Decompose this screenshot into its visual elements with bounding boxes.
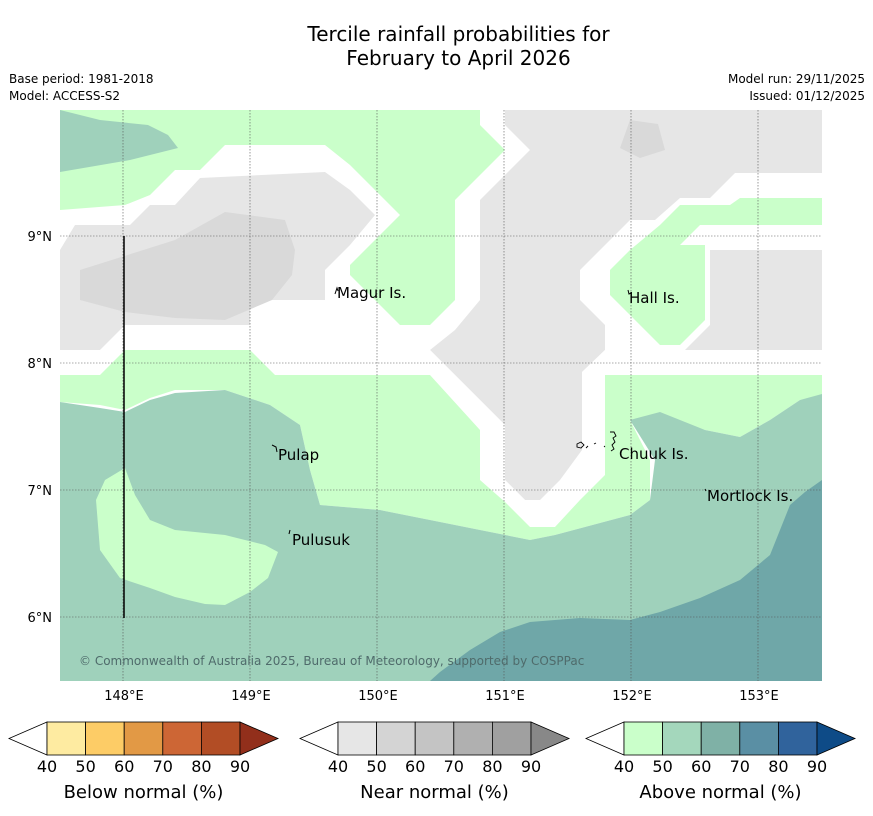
title-line-1: Tercile rainfall probabilities for: [307, 22, 610, 46]
colorbar-extend-max: [816, 721, 857, 756]
colorbar-tick: 70: [444, 757, 464, 776]
colorbar-extend-min: [584, 721, 625, 756]
colorbar-segment: [453, 721, 493, 756]
colorbar-tick: 70: [730, 757, 750, 776]
colorbar-tick: 80: [191, 757, 211, 776]
colorbar-segment: [376, 721, 416, 756]
map-title: Tercile rainfall probabilities for Febru…: [0, 22, 873, 70]
issued-date: Issued: 01/12/2025: [749, 89, 865, 103]
colorbar-below: 40 50 60 70 80 90 Below normal (%): [7, 721, 280, 803]
colorbar-tick: 80: [768, 757, 788, 776]
colorbar-tick: 70: [153, 757, 173, 776]
lon-label: 148°E: [104, 689, 144, 704]
colorbar-segment: [700, 721, 741, 756]
colorbar-tick: 50: [652, 757, 672, 776]
colorbar-tick: 80: [482, 757, 502, 776]
colorbar-segment: [623, 721, 663, 756]
colorbar-extend-max: [239, 721, 280, 756]
colorbar-segment: [778, 721, 818, 756]
lat-label: 8°N: [28, 357, 53, 372]
colorbar-label: Near normal (%): [360, 782, 509, 803]
colorbar-segment: [414, 721, 455, 756]
colorbar-tick: 40: [328, 757, 348, 776]
colorbar-segment: [46, 721, 86, 756]
map-area: Magur Is. Hall Is. Pulap Chuuk Is. Mortl…: [60, 110, 822, 681]
meta-left: Base period: 1981-2018 Model: ACCESS-S2: [9, 71, 154, 105]
colorbar-segment: [200, 721, 241, 756]
lon-label: 151°E: [485, 689, 525, 704]
label-pulusuk: Pulusuk: [292, 531, 350, 549]
lat-label: 7°N: [28, 484, 53, 499]
colorbar-tick: 60: [114, 757, 134, 776]
base-period: Base period: 1981-2018: [9, 72, 154, 86]
lat-label: 9°N: [28, 230, 53, 245]
lon-label: 149°E: [231, 689, 271, 704]
colorbar-tick: 40: [614, 757, 634, 776]
colorbar-segment: [162, 721, 202, 756]
colorbar-segment: [337, 721, 377, 756]
region-no-dominant: [60, 325, 822, 527]
colorbar-label: Above normal (%): [639, 782, 801, 803]
colorbar-segment: [85, 721, 125, 756]
label-hall: Hall Is.: [629, 289, 680, 307]
pulusuk-island-shape: [288, 529, 291, 535]
hall-island-shape: [627, 289, 632, 295]
colorbar-tick: 90: [230, 757, 250, 776]
colorbar-label: Below normal (%): [64, 782, 224, 803]
pulap-island-shape: [271, 444, 278, 453]
lon-label: 152°E: [612, 689, 652, 704]
colorbar-tick: 50: [366, 757, 386, 776]
lon-label: 150°E: [358, 689, 398, 704]
colorbar-tick: 60: [691, 757, 711, 776]
lon-axis: 148°E 149°E 150°E 151°E 152°E 153°E: [104, 689, 779, 704]
region-near-40-east: [430, 110, 822, 500]
region-near-50-west: [80, 212, 295, 320]
region-above-50-south: [60, 390, 822, 681]
label-mortlock: Mortlock Is.: [707, 487, 793, 505]
colorbar-segment: [662, 721, 702, 756]
region-above-50-nw: [60, 110, 178, 172]
colorbar-segment: [491, 721, 532, 756]
lat-axis: 9°N 8°N 7°N 6°N: [28, 230, 53, 626]
region-near-40-far-east: [685, 250, 822, 350]
meta-right: Model run: 29/11/2025 Issued: 01/12/2025: [728, 71, 865, 105]
mortlock-island-shape: [704, 488, 707, 492]
colorbar-near: 40 50 60 70 80 90 Near normal (%): [298, 721, 571, 803]
colorbar-tick: 40: [37, 757, 57, 776]
colorbar-extend-min: [298, 721, 339, 756]
colorbar-above: 40 50 60 70 80 90 Above normal (%): [584, 721, 857, 803]
lat-label: 6°N: [28, 611, 53, 626]
colorbar-tick: 60: [405, 757, 425, 776]
region-above-40-sw: [96, 468, 278, 605]
gridlines: [60, 110, 822, 681]
colorbar-segment: [123, 721, 164, 756]
lon-label: 153°E: [739, 689, 779, 704]
label-chuuk: Chuuk Is.: [619, 445, 688, 463]
region-above-40-north: [60, 110, 505, 325]
colorbar-extend-max: [530, 721, 571, 756]
region-above-60-se: [430, 480, 822, 681]
colorbar-tick: 50: [75, 757, 95, 776]
title-line-2: February to April 2026: [346, 46, 571, 70]
region-above-40-ne: [610, 198, 822, 345]
region-above-40-south: [60, 350, 822, 540]
label-magur: Magur Is.: [337, 284, 406, 302]
colorbar-tick: 90: [521, 757, 541, 776]
chuuk-islands-shape: [576, 431, 617, 452]
magur-island-shape: [334, 286, 339, 295]
colorbar-segment: [739, 721, 779, 756]
label-pulap: Pulap: [278, 446, 319, 464]
model-run: Model run: 29/11/2025: [727, 72, 865, 86]
copyright-notice: © Commonwealth of Australia 2025, Bureau…: [79, 654, 584, 668]
model-name: Model: ACCESS-S2: [9, 89, 121, 103]
colorbar-extend-min: [7, 721, 48, 756]
colorbar-tick: 90: [807, 757, 827, 776]
